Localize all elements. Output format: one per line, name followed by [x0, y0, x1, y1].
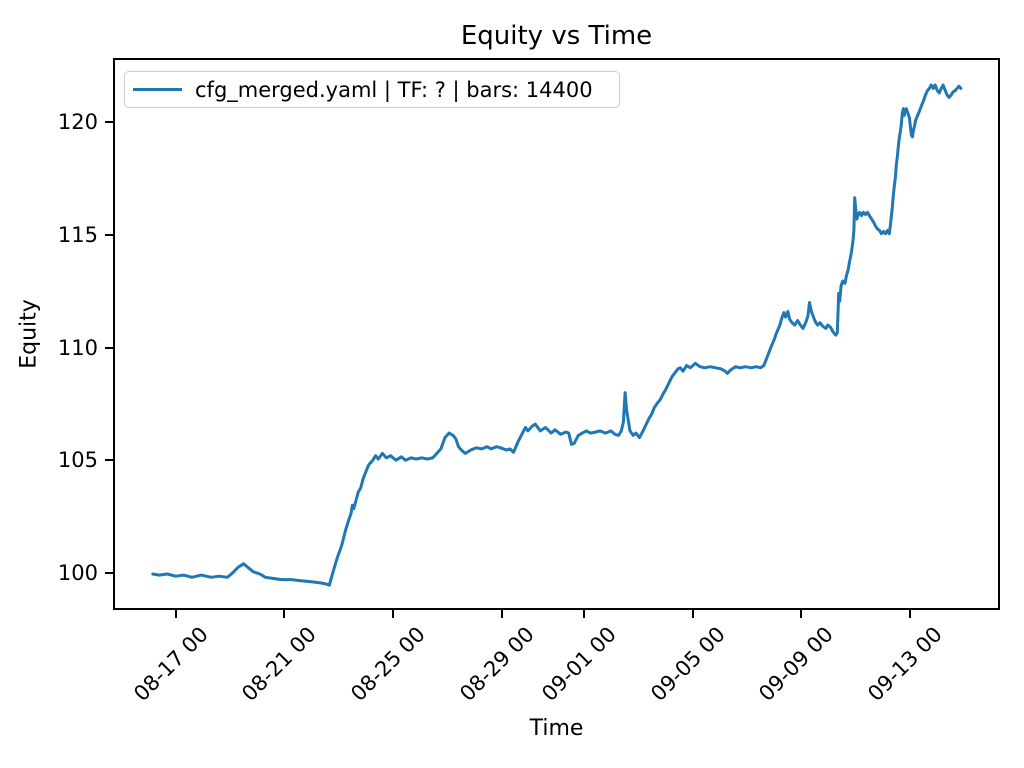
y-tick-label: 105: [57, 448, 98, 473]
x-tick-label: 09-09 00: [754, 622, 839, 706]
axes-frame: [113, 58, 1000, 610]
x-tick-mark: [909, 610, 912, 618]
x-tick-label: 08-17 00: [128, 622, 213, 706]
x-tick-mark: [283, 610, 286, 618]
x-tick-label: 08-25 00: [346, 622, 431, 706]
x-tick-label: 08-29 00: [455, 622, 539, 706]
y-tick-label: 115: [57, 222, 98, 247]
x-tick-mark: [582, 610, 585, 618]
x-tick-mark: [392, 610, 395, 618]
y-tick-label: 120: [57, 110, 98, 135]
x-tick-mark: [691, 610, 694, 618]
x-axis-label: Time: [529, 716, 584, 741]
x-tick-label: 09-05 00: [645, 622, 730, 706]
legend-label: cfg_merged.yaml | TF: ? | bars: 14400: [195, 77, 593, 102]
y-tick-mark: [105, 346, 113, 349]
y-tick-label: 100: [57, 560, 98, 585]
legend: cfg_merged.yaml | TF: ? | bars: 14400: [124, 71, 620, 108]
y-tick-mark: [105, 233, 113, 236]
legend-line-sample: [133, 88, 182, 91]
x-tick-mark: [501, 610, 504, 618]
chart-title: Equity vs Time: [460, 21, 653, 51]
x-tick-mark: [800, 610, 803, 618]
x-tick-label: 09-13 00: [863, 622, 948, 706]
x-tick-label: 08-21 00: [237, 622, 322, 706]
x-tick-label: 09-01 00: [536, 622, 621, 706]
y-tick-mark: [105, 459, 113, 462]
y-tick-mark: [105, 571, 113, 574]
y-tick-label: 110: [57, 335, 98, 360]
y-tick-mark: [105, 121, 113, 124]
x-tick-mark: [174, 610, 177, 618]
